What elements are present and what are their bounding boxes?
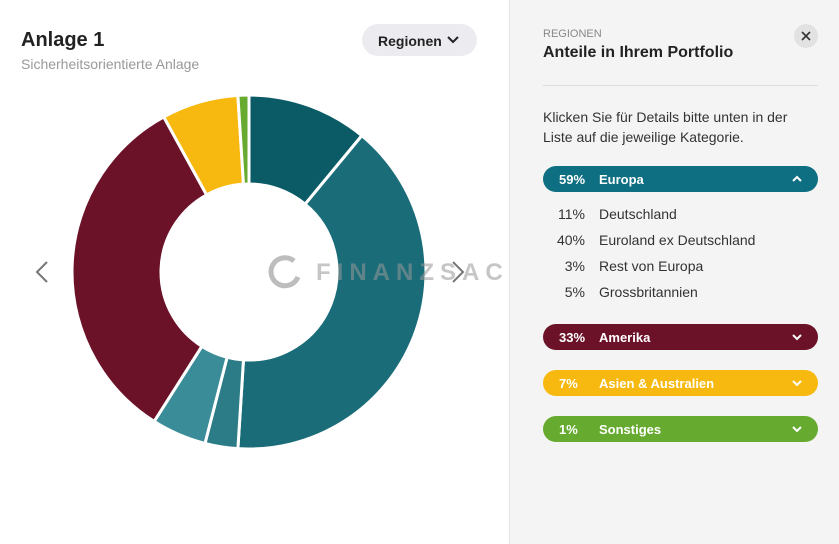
- panel-title: Anteile in Ihrem Portfolio: [543, 44, 734, 61]
- chevron: [792, 426, 802, 433]
- item-share: 40%: [556, 232, 585, 248]
- item-name: Grossbritannien: [599, 284, 698, 300]
- item-share: 3%: [564, 258, 585, 274]
- item-share: 5%: [564, 284, 585, 300]
- category-share: 59%: [559, 172, 586, 187]
- dropdown[interactable]: Regionen: [362, 24, 477, 56]
- chevron: [792, 334, 802, 341]
- category-pill[interactable]: 33% Amerika: [543, 324, 818, 350]
- category-name: Amerika: [599, 330, 651, 345]
- category-name: Asien & Australien: [599, 376, 715, 391]
- donut-segment[interactable]: [70, 114, 209, 424]
- prev-arrow[interactable]: [35, 261, 48, 283]
- category-pill[interactable]: 1% Sonstiges: [543, 416, 818, 442]
- panel-kicker: REGIONEN: [543, 28, 602, 40]
- chevron-path: [792, 426, 802, 433]
- category-pill[interactable]: 59% Europa: [543, 166, 818, 192]
- category-share: 1%: [559, 422, 578, 437]
- watermark-logo: [268, 255, 301, 289]
- category-pill[interactable]: 7% Asien & Australien: [543, 370, 818, 396]
- chevron: [792, 380, 802, 387]
- item-name: Euroland ex Deutschland: [599, 232, 756, 248]
- chevron-path: [792, 175, 802, 182]
- item-name: Deutschland: [599, 206, 677, 222]
- chevron: [447, 36, 459, 44]
- category-share: 7%: [559, 376, 578, 391]
- side-panel: REGIONEN Anteile in Ihrem Portfolio Klic…: [509, 0, 839, 544]
- item-row[interactable]: 3% Rest von Europa: [543, 258, 818, 278]
- category-name: Sonstiges: [599, 422, 662, 437]
- donut-segment[interactable]: [236, 93, 251, 186]
- category-name: Europa: [599, 172, 644, 187]
- item-row[interactable]: 40% Euroland ex Deutschland: [543, 232, 818, 252]
- item-row[interactable]: 11% Deutschland: [543, 206, 818, 226]
- donut-segment[interactable]: [236, 133, 428, 451]
- title: Anlage 1: [21, 29, 105, 51]
- chevron: [792, 175, 802, 182]
- chevron-path: [792, 380, 802, 387]
- dropdown-label: Regionen: [378, 33, 442, 49]
- chevron-path: [792, 334, 802, 341]
- subtitle: Sicherheitsorientierte Anlage: [21, 56, 200, 72]
- panel-hint: Klicken Sie für Details bitte unten in d…: [543, 109, 788, 145]
- category-share: 33%: [559, 330, 586, 345]
- divider: [543, 85, 818, 86]
- item-share: 11%: [558, 206, 585, 222]
- item-row[interactable]: 5% Grossbritannien: [543, 284, 818, 304]
- donut-chart: [35, 93, 465, 451]
- next-arrow[interactable]: [452, 261, 465, 283]
- close-button[interactable]: [794, 24, 818, 48]
- item-name: Rest von Europa: [599, 258, 704, 274]
